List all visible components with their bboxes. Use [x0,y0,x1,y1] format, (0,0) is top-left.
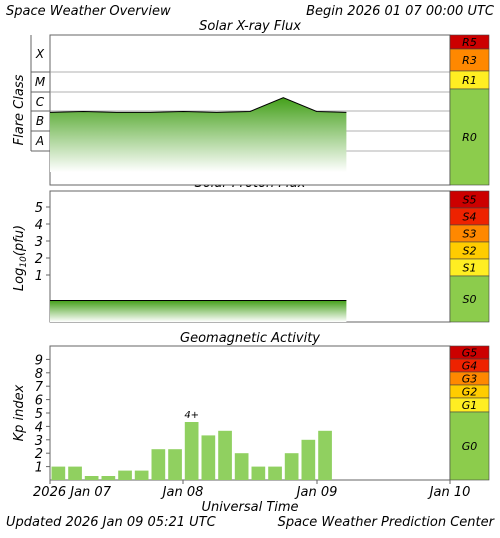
kp-bar [318,430,332,480]
xray-class-label: B [36,114,44,128]
scale-label-s2: S2 [463,245,477,258]
scale-label-g0: G0 [462,440,478,453]
scale-label-g2: G2 [462,386,478,399]
proton-ytick-label: 3 [35,235,43,250]
scale-label-g4: G4 [462,360,478,373]
geomag-panel [49,345,451,481]
source-credit: Space Weather Prediction Center [278,515,496,530]
xray-flux-line [49,97,347,113]
kp-peak-label: 4+ [184,410,199,421]
kp-ytick-label: 3 [35,434,43,449]
kp-bar [134,470,149,480]
x-tick-label: Jan 10 [427,485,471,500]
kp-bar [268,466,282,480]
scale-label-s0: S0 [463,293,477,306]
scale-label-s4: S4 [463,211,477,224]
kp-ytick-label: 9 [35,353,43,368]
kp-bar [151,449,166,480]
proton-ytick-label: 1 [35,269,43,284]
xray-title: Solar X-ray Flux [199,19,301,34]
scale-label-s3: S3 [463,228,477,241]
scale-label-g5: G5 [462,347,478,360]
scale-box-g0 [449,411,490,481]
kp-bar [218,430,232,480]
kp-bar [84,476,99,480]
proton-ylabel: Log10(pfu) [12,225,29,291]
scale-label-s5: S5 [463,194,477,207]
scale-label-s1: S1 [463,262,477,275]
proton-flux-area [50,300,347,322]
x-tick-label: Jan 09 [294,485,338,500]
xray-class-label: X [35,47,45,61]
kp-bar [101,476,116,480]
kp-ytick-label: 4 [35,420,43,435]
kp-bar [51,466,66,480]
kp-bar [251,466,266,480]
scale-label-g1: G1 [462,399,478,412]
kp-ytick-label: 6 [35,394,43,409]
xray-class-label: A [35,134,44,148]
xray-flux-area [50,97,347,172]
kp-bar [168,449,182,480]
scale-label-r3: R3 [462,54,477,67]
kp-ytick-label: 1 [35,461,43,476]
kp-ytick-label: 2 [35,447,43,462]
kp-ytick-label: 7 [35,380,44,395]
kp-bar [68,466,82,480]
kp-bar [184,422,199,480]
kp-ytick-label: 5 [35,407,43,422]
begin-time: Begin 2026 01 07 00:00 UTC [306,4,495,19]
kp-bar [234,453,249,480]
proton-ytick-label: 5 [35,201,43,216]
xray-ylabel: Flare Class [12,74,27,145]
scale-label-r0: R0 [462,131,477,144]
geomag-ylabel: Kp index [12,384,27,441]
xray-class-label: C [36,95,45,109]
kp-ytick-label: 8 [35,367,43,382]
geomag-title: Geomagnetic Activity [180,331,320,346]
x-tick-label: 2026 Jan 07 [33,485,112,500]
scale-box-s0 [449,275,490,323]
updated-time: Updated 2026 Jan 09 05:21 UTC [6,515,217,530]
x-tick-label: Jan 08 [160,485,204,500]
xray-class-label: M [35,75,46,89]
proton-ytick-label: 4 [35,218,43,233]
scale-box-r0 [449,88,490,186]
scale-label-g3: G3 [462,373,478,386]
xaxis-title: Universal Time [201,500,298,515]
proton-ytick-label: 2 [35,252,43,267]
kp-bar [301,439,316,480]
kp-bar [201,435,216,480]
overview-title: Space Weather Overview [6,4,171,19]
kp-bar [284,453,299,480]
scale-label-r5: R5 [462,36,477,49]
scale-label-r1: R1 [462,74,477,87]
kp-bar [118,470,132,480]
